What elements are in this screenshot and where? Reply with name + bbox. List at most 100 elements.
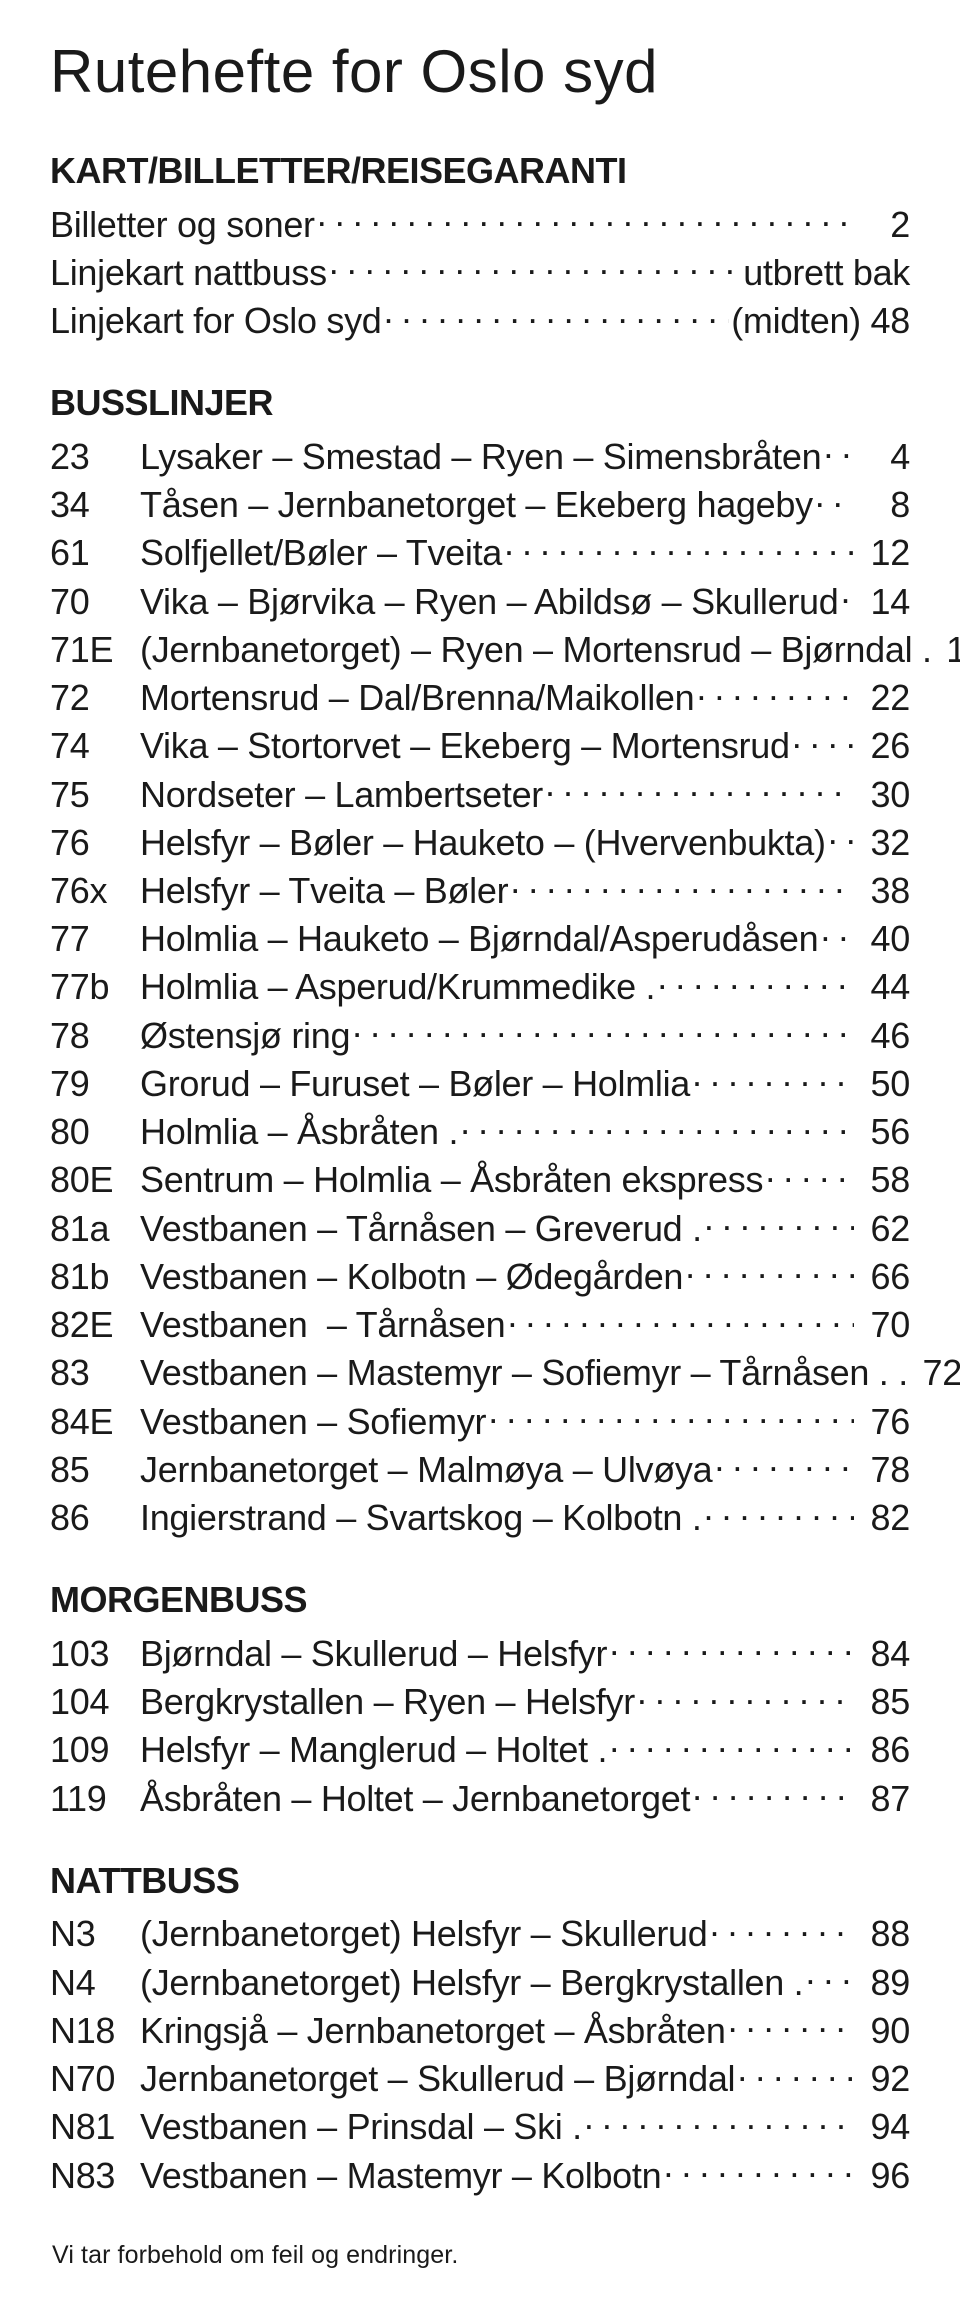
leader-dots: [828, 819, 854, 855]
page-number: 44: [856, 963, 910, 1011]
route-label: (Jernbanetorget) Helsfyr – Skullerud: [140, 1910, 707, 1958]
route-number: 71E: [50, 626, 140, 674]
toc-row: Linjekart for Oslo syd (midten) 48: [50, 297, 910, 345]
section-heading: KART/BILLETTER/REISEGARANTI: [50, 151, 910, 191]
page-number: 72: [908, 1349, 960, 1397]
page-number: 18: [932, 626, 960, 674]
route-number: 79: [50, 1060, 140, 1108]
page-number: 89: [856, 1959, 910, 2007]
route-label: Lysaker – Smestad – Ryen – Simensbråten: [140, 433, 821, 481]
route-number: N3: [50, 1910, 140, 1958]
toc-row: 78Østensjø ring 46: [50, 1012, 910, 1060]
route-number: 23: [50, 433, 140, 481]
leader-dots: [609, 1726, 854, 1762]
toc-row: 34Tåsen – Jernbanetorget – Ekeberg hageb…: [50, 481, 910, 529]
route-number: 74: [50, 722, 140, 770]
page-number: 14: [856, 578, 910, 626]
page-number: 66: [856, 1253, 910, 1301]
toc-row: Billetter og soner 2: [50, 201, 910, 249]
leader-dots: [685, 1253, 854, 1289]
route-number: N81: [50, 2103, 140, 2151]
toc-row: N4(Jernbanetorget) Helsfyr – Bergkrystal…: [50, 1959, 910, 2007]
route-label: Bjørndal – Skullerud – Helsfyr: [140, 1630, 607, 1678]
route-number: 86: [50, 1494, 140, 1542]
route-label: Holmlia – Hauketo – Bjørndal/Asperudåsen: [140, 915, 818, 963]
section-heading: NATTBUSS: [50, 1861, 910, 1901]
page-number: 70: [856, 1301, 910, 1349]
leader-dots: [384, 297, 730, 333]
leader-dots: [488, 1398, 854, 1434]
route-number: 34: [50, 481, 140, 529]
toc-entries: N3(Jernbanetorget) Helsfyr – Skullerud 8…: [50, 1910, 910, 2199]
route-label: Østensjø ring: [140, 1012, 350, 1060]
leader-dots: [657, 963, 854, 999]
route-number: N18: [50, 2007, 140, 2055]
page-number: 92: [856, 2055, 910, 2103]
route-number: 103: [50, 1630, 140, 1678]
route-number: 119: [50, 1775, 140, 1823]
route-label: Solfjellet/Bøler – Tveita: [140, 529, 502, 577]
route-label: Vestbanen – Mastemyr – Sofiemyr – Tårnås…: [140, 1349, 908, 1397]
page-number: 78: [856, 1446, 910, 1494]
page-number: 46: [856, 1012, 910, 1060]
route-label: Jernbanetorget – Malmøya – Ulvøya: [140, 1446, 712, 1494]
page-number: 40: [856, 915, 910, 963]
route-label: Nordseter – Lambertseter: [140, 771, 543, 819]
route-number: 76: [50, 819, 140, 867]
toc-row: 80ESentrum – Holmlia – Åsbråten ekspress…: [50, 1156, 910, 1204]
route-label: Linjekart for Oslo syd: [50, 297, 382, 345]
route-label: Sentrum – Holmlia – Åsbråten ekspress: [140, 1156, 763, 1204]
page-number: 22: [856, 674, 910, 722]
toc-row: N70Jernbanetorget – Skullerud – Bjørndal…: [50, 2055, 910, 2103]
route-number: 61: [50, 529, 140, 577]
leader-dots: [317, 201, 854, 237]
leader-dots: [792, 722, 854, 758]
page-number: 84: [856, 1630, 910, 1678]
route-label: Tåsen – Jernbanetorget – Ekeberg hageby: [140, 481, 813, 529]
toc-row: 81bVestbanen – Kolbotn – Ødegården 66: [50, 1253, 910, 1301]
route-number: 85: [50, 1446, 140, 1494]
route-label: Vestbanen – Tårnåsen: [140, 1301, 505, 1349]
route-number: 83: [50, 1349, 140, 1397]
route-label: (Jernbanetorget) Helsfyr – Bergkrystalle…: [140, 1959, 803, 2007]
route-label: Mortensrud – Dal/Brenna/Maikollen: [140, 674, 694, 722]
toc-row: 76xHelsfyr – Tveita – Bøler 38: [50, 867, 910, 915]
toc-row: 71E(Jernbanetorget) – Ryen – Mortensrud …: [50, 626, 910, 674]
toc-row: N81Vestbanen – Prinsdal – Ski . 94: [50, 2103, 910, 2151]
toc-row: N3(Jernbanetorget) Helsfyr – Skullerud 8…: [50, 1910, 910, 1958]
leader-dots: [504, 529, 854, 565]
page-number: 85: [856, 1678, 910, 1726]
leader-dots: [737, 2055, 854, 2091]
leader-dots: [765, 1156, 854, 1192]
route-label: Vestbanen – Kolbotn – Ødegården: [140, 1253, 683, 1301]
page-number: 86: [856, 1726, 910, 1774]
route-number: N70: [50, 2055, 140, 2103]
toc-row: 86Ingierstrand – Svartskog – Kolbotn . 8…: [50, 1494, 910, 1542]
section-heading: BUSSLINJER: [50, 383, 910, 423]
route-label: Holmlia – Asperud/Krummedike .: [140, 963, 655, 1011]
page-number: 94: [856, 2103, 910, 2151]
toc-row: 77bHolmlia – Asperud/Krummedike . 44: [50, 963, 910, 1011]
leader-dots: [329, 249, 741, 285]
leader-dots: [820, 915, 854, 951]
leader-dots: [696, 674, 854, 710]
toc-row: 74Vika – Stortorvet – Ekeberg – Mortensr…: [50, 722, 910, 770]
toc-entries: 23Lysaker – Smestad – Ryen – Simensbråte…: [50, 433, 910, 1542]
toc-row: 23Lysaker – Smestad – Ryen – Simensbråte…: [50, 433, 910, 481]
page-number: 88: [856, 1910, 910, 1958]
leader-dots: [805, 1959, 854, 1995]
leader-dots: [840, 578, 854, 614]
route-number: 72: [50, 674, 140, 722]
page-number: 76: [856, 1398, 910, 1446]
page-number: 26: [856, 722, 910, 770]
route-label: Vika – Stortorvet – Ekeberg – Mortensrud: [140, 722, 790, 770]
route-label: Helsfyr – Manglerud – Holtet .: [140, 1726, 607, 1774]
leader-dots: [815, 481, 854, 517]
leader-dots: [663, 2152, 854, 2188]
leader-dots: [507, 1301, 854, 1337]
page-number: 87: [856, 1775, 910, 1823]
toc-row: 82EVestbanen – Tårnåsen 70: [50, 1301, 910, 1349]
route-label: Grorud – Furuset – Bøler – Holmlia: [140, 1060, 690, 1108]
toc-row: 84EVestbanen – Sofiemyr 76: [50, 1398, 910, 1446]
toc-entries: 103Bjørndal – Skullerud – Helsfyr 84104B…: [50, 1630, 910, 1823]
